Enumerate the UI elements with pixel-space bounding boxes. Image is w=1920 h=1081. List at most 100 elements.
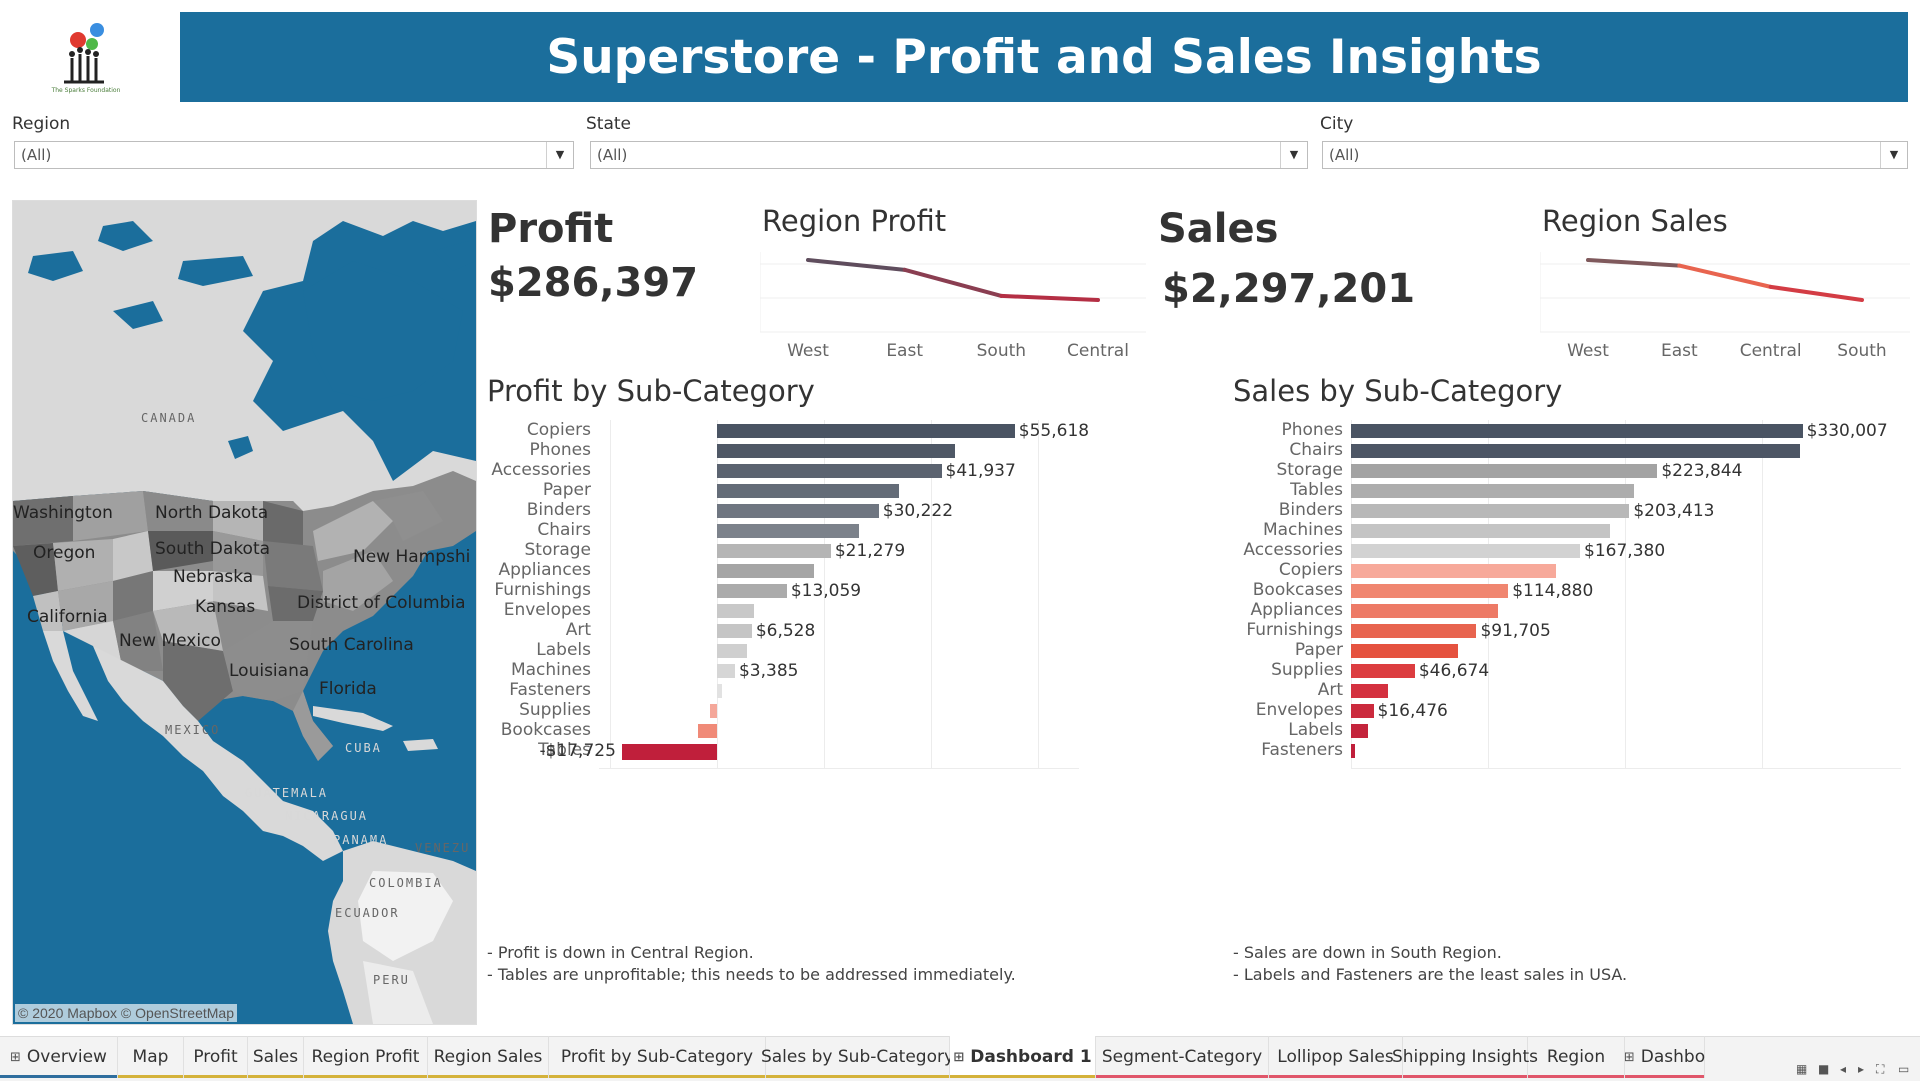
sales-subcat-category-copiers: Copiers [1278,560,1343,580]
sales-subcat-category-appliances: Appliances [1250,600,1343,620]
sales-by-subcategory-chart[interactable]: Phones $330,007 Chairs Storage $223,844 Table… [1233,420,1913,769]
region-profit-chart[interactable]: West East South Central [760,252,1146,362]
sales-subcat-bar-fasteners[interactable] [1351,744,1356,758]
profit-subcat-category-phones: Phones [529,440,591,460]
region-profit-line-segment-east-south[interactable] [902,267,1004,298]
tab-label: Profit by Sub-Category [560,1047,754,1067]
region-profit-line-segment-south-central[interactable] [999,293,1100,302]
sales-subcat-category-supplies: Supplies [1271,660,1343,680]
profit-subcat-bar-binders[interactable] [716,504,879,518]
chevron-down-icon[interactable]: ▼ [1280,142,1307,168]
region-sales-line-segment-east-central[interactable] [1677,263,1773,289]
profit-subcat-bar-copiers[interactable] [716,424,1015,438]
region-profit-tick-south: South [977,341,1026,361]
profit-subcat-category-chairs: Chairs [537,520,591,540]
tab-profit[interactable]: Profit [184,1036,248,1078]
profit-subcat-bar-accessories[interactable] [716,464,942,478]
map-label-colombia: COLOMBIA [369,876,443,890]
tab-region[interactable]: Region [1528,1036,1625,1078]
profit-by-subcategory-chart[interactable]: Copiers $55,618 Phones Accessories $41,937 Pa… [487,420,1222,769]
profit-subcat-category-labels: Labels [536,640,591,660]
tab-underline [0,1075,117,1078]
map-label-florida: Florida [319,679,377,699]
profit-subcat-category-tables: Tables [538,740,591,760]
sales-note-1: - Sales are down in South Region. [1233,943,1502,962]
state-filter-dropdown[interactable]: (All) ▼ [590,141,1308,169]
tab-region-profit[interactable]: Region Profit [304,1036,428,1078]
sales-notes: - Sales are down in South Region. - Labe… [1233,942,1627,986]
tab-dashbo[interactable]: ⊞ Dashbo [1624,1036,1705,1078]
tab-sales-by-sub-category[interactable]: Sales by Sub-Category [761,1036,954,1078]
tab-region-sales[interactable]: Region Sales [428,1036,549,1078]
sales-subcat-bar-supplies[interactable] [1351,664,1415,678]
sales-subcat-bar-labels[interactable] [1351,724,1369,738]
city-filter-dropdown[interactable]: (All) ▼ [1322,141,1908,169]
tab-shipping-insights[interactable]: Shipping Insights [1392,1036,1538,1078]
profit-subcat-bar-appliances[interactable] [716,564,814,578]
us-profit-map[interactable]: CANADA Washington North Dakota Oregon So… [12,200,477,1025]
sales-subcat-bar-storage[interactable] [1351,464,1658,478]
profit-subcat-category-paper: Paper [542,480,591,500]
sales-subcat-bar-binders[interactable] [1351,504,1630,518]
fullscreen-icon[interactable]: ⛶ [1876,1062,1885,1076]
profit-subcat-bar-labels[interactable] [716,644,747,658]
tab-lollipop-sales[interactable]: Lollipop Sales [1269,1036,1403,1078]
profit-subcat-bar-machines[interactable] [716,664,735,678]
tab-sales[interactable]: Sales [248,1036,304,1078]
sales-subcat-bar-art[interactable] [1351,684,1389,698]
chevron-down-icon[interactable]: ▼ [1880,142,1907,168]
sales-subcat-bar-bookcases[interactable] [1351,584,1509,598]
sales-subcat-bar-chairs[interactable] [1351,444,1801,458]
region-sales-chart[interactable]: West East Central South [1540,252,1910,362]
region-sales-line-segment-west-east[interactable] [1586,258,1682,268]
profit-subcat-bar-envelopes[interactable] [716,604,755,618]
previous-sheet-icon[interactable]: ◂ [1840,1062,1847,1076]
profit-subcat-bar-furnishings[interactable] [716,584,787,598]
filmstrip-view-icon[interactable]: ■ [1818,1062,1830,1076]
profit-subcat-bar-fasteners[interactable] [716,684,722,698]
region-filter-dropdown[interactable]: (All) ▼ [14,141,574,169]
sales-subcat-bar-phones[interactable] [1351,424,1803,438]
sales-subcat-bar-copiers[interactable] [1351,564,1556,578]
sales-subcat-bar-furnishings[interactable] [1351,624,1477,638]
map-label-mexico: MEXICO [165,723,221,737]
map-label-california: California [27,607,108,627]
sales-subcat-category-accessories: Accessories [1243,540,1343,560]
profit-subcat-bar-art[interactable] [716,624,752,638]
profit-subcat-bar-storage[interactable] [716,544,831,558]
profit-subcat-bar-tables[interactable] [621,744,717,760]
region-sales-line-segment-central-south[interactable] [1768,284,1864,302]
sales-subcat-data-label-bookcases: $114,880 [1512,581,1594,601]
map-attribution[interactable]: © 2020 Mapbox © OpenStreetMap [15,1004,237,1022]
profit-subcat-bar-paper[interactable] [716,484,900,498]
sales-subcat-gridline [1624,420,1626,768]
tab-label: Overview [26,1047,107,1067]
tab-dashboard-1[interactable]: ⊞ Dashboard 1 [950,1036,1096,1078]
sales-subcat-bar-envelopes[interactable] [1351,704,1374,718]
tab-map[interactable]: Map [118,1036,184,1078]
sales-subcat-bar-machines[interactable] [1351,524,1610,538]
tab-label: Dashboard 1 [970,1047,1092,1067]
map-label-north-dakota: North Dakota [155,503,269,523]
sales-subcat-bar-appliances[interactable] [1351,604,1499,618]
chevron-down-icon[interactable]: ▼ [546,142,573,168]
sales-subcat-bar-tables[interactable] [1351,484,1635,498]
map-label-washington: Washington [13,503,113,523]
grid-view-icon[interactable]: ▦ [1796,1062,1808,1076]
tab-label: Sales by Sub-Category [760,1047,955,1067]
presentation-icon[interactable]: ▭ [1898,1062,1910,1076]
tab-profit-by-sub-category[interactable]: Profit by Sub-Category [549,1036,766,1078]
tab-underline [428,1075,548,1078]
sales-subcat-bar-accessories[interactable] [1351,544,1581,558]
map-label-new-hampshire: New Hampshi [353,547,471,567]
profit-subcat-bar-phones[interactable] [716,444,956,458]
tab-segment-category[interactable]: Segment-Category [1096,1036,1269,1078]
next-sheet-icon[interactable]: ▸ [1858,1062,1865,1076]
map-label-oregon: Oregon [33,543,96,563]
region-profit-line-segment-west-east[interactable] [806,258,907,272]
profit-subcat-bar-supplies[interactable] [710,704,717,718]
profit-subcat-bar-chairs[interactable] [716,524,860,538]
profit-subcat-bar-bookcases[interactable] [698,724,717,738]
tab-overview[interactable]: ⊞ Overview [0,1036,118,1078]
sales-subcat-bar-paper[interactable] [1351,644,1459,658]
